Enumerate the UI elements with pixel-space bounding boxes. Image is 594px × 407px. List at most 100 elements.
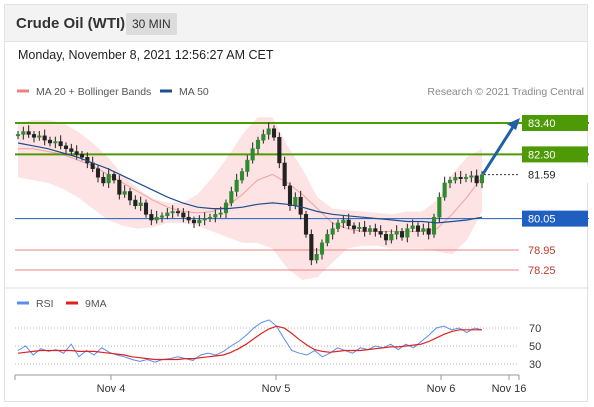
level-box-83.40 xyxy=(522,115,588,131)
candle-body xyxy=(117,179,122,195)
candle-body xyxy=(447,179,453,184)
projection-arrow xyxy=(481,126,515,175)
candle-body xyxy=(442,182,447,198)
candle-body xyxy=(133,199,138,207)
candle-body xyxy=(399,231,405,238)
candle-body xyxy=(341,219,346,224)
candle-body xyxy=(202,218,207,221)
candlesticks xyxy=(15,122,485,266)
candle-body xyxy=(218,212,223,215)
candle-body xyxy=(69,148,74,152)
candle-body xyxy=(239,171,245,181)
candle-body xyxy=(282,162,287,187)
research-credit: Research © 2021 Trading Central xyxy=(427,86,584,98)
candle-body xyxy=(111,174,117,181)
candle-body xyxy=(197,219,202,224)
level-label-81.59: 81.59 xyxy=(528,170,556,182)
ma50-line xyxy=(17,142,483,224)
rsi-legend-label: RSI xyxy=(36,298,54,310)
rsi-tick-30: 30 xyxy=(529,359,541,371)
candle-body xyxy=(298,196,303,215)
x-axis: Nov 4 Nov 5 Nov 6 Nov 16 xyxy=(14,374,527,395)
candle-body xyxy=(138,202,143,207)
projection-arrowhead xyxy=(507,118,520,130)
candle-body xyxy=(389,234,394,241)
candle-body xyxy=(101,176,106,184)
candle-body xyxy=(37,135,42,138)
candle-body xyxy=(271,128,277,138)
candle-body xyxy=(426,228,431,235)
candle-body xyxy=(357,226,362,229)
candle-body xyxy=(207,216,213,219)
candle-body xyxy=(463,176,469,179)
candle-body xyxy=(106,174,111,184)
candle-body xyxy=(319,242,325,255)
widget-header: Crude Oil (WTI) 30 MIN xyxy=(5,5,587,42)
level-label-80.05: 80.05 xyxy=(528,214,556,226)
candle-body xyxy=(143,202,149,215)
candle-body xyxy=(26,131,31,135)
candle-body xyxy=(58,141,63,147)
candle-body xyxy=(175,211,181,214)
x-tick-label: Nov 4 xyxy=(97,383,126,395)
candle-body xyxy=(474,175,479,184)
rsi-panel: 70 50 30 xyxy=(15,319,541,371)
candle-body xyxy=(458,176,463,179)
candle-body xyxy=(127,191,133,201)
candle-body xyxy=(309,234,314,261)
candle-body xyxy=(47,139,53,144)
x-tick-label: Nov 6 xyxy=(427,383,456,395)
candle-body xyxy=(410,225,415,229)
candle-body xyxy=(405,228,410,238)
candle-body xyxy=(245,159,250,172)
rsi-tick-50: 50 xyxy=(529,341,541,353)
candle-body xyxy=(165,212,170,217)
candle-body xyxy=(394,231,399,235)
candle-body xyxy=(229,191,234,204)
candle-body xyxy=(95,168,101,178)
instrument-title: Crude Oil (WTI) xyxy=(16,15,126,32)
moving-averages xyxy=(17,142,483,224)
x-tick-label: Nov 16 xyxy=(492,383,527,395)
candle-body xyxy=(346,219,351,227)
candle-body xyxy=(191,219,197,224)
candle-body xyxy=(261,134,266,141)
candle-body xyxy=(378,231,383,235)
x-tick-label: Nov 5 xyxy=(262,383,291,395)
candle-body xyxy=(15,134,21,137)
bollinger-legend-label: MA 20 + Bollinger Bands xyxy=(36,86,151,98)
bollinger-bands xyxy=(18,117,483,280)
level-label-78.95: 78.95 xyxy=(528,245,556,257)
candle-body xyxy=(63,145,69,149)
candle-body xyxy=(469,175,474,178)
candle-body xyxy=(362,226,367,232)
candle-body xyxy=(154,216,159,221)
candle-body xyxy=(431,216,437,235)
candle-body xyxy=(234,179,239,192)
candle-body xyxy=(351,225,357,229)
rsi-ma-line xyxy=(17,325,482,361)
level-box-82.30 xyxy=(522,146,588,163)
bollinger-band-area xyxy=(18,117,482,280)
candle-body xyxy=(223,202,229,214)
candle-body xyxy=(303,214,309,235)
candle-body xyxy=(415,225,421,232)
candle-body xyxy=(325,234,330,244)
level-label-78.25: 78.25 xyxy=(528,265,556,277)
candle-body xyxy=(287,185,293,207)
candle-body xyxy=(31,134,37,138)
candle-body xyxy=(21,131,26,135)
candle-body xyxy=(479,174,485,184)
rsi-tick-70: 70 xyxy=(529,323,541,335)
candle-body xyxy=(437,196,442,218)
candle-body xyxy=(453,176,458,181)
level-box-80.05 xyxy=(522,210,588,227)
timeframe-badge[interactable]: 30 MIN xyxy=(126,13,177,35)
candle-body xyxy=(149,214,154,221)
candle-body xyxy=(335,222,341,229)
candle-body xyxy=(74,151,79,155)
candle-body xyxy=(421,228,426,232)
candle-body xyxy=(42,135,47,141)
candle-body xyxy=(250,148,255,161)
